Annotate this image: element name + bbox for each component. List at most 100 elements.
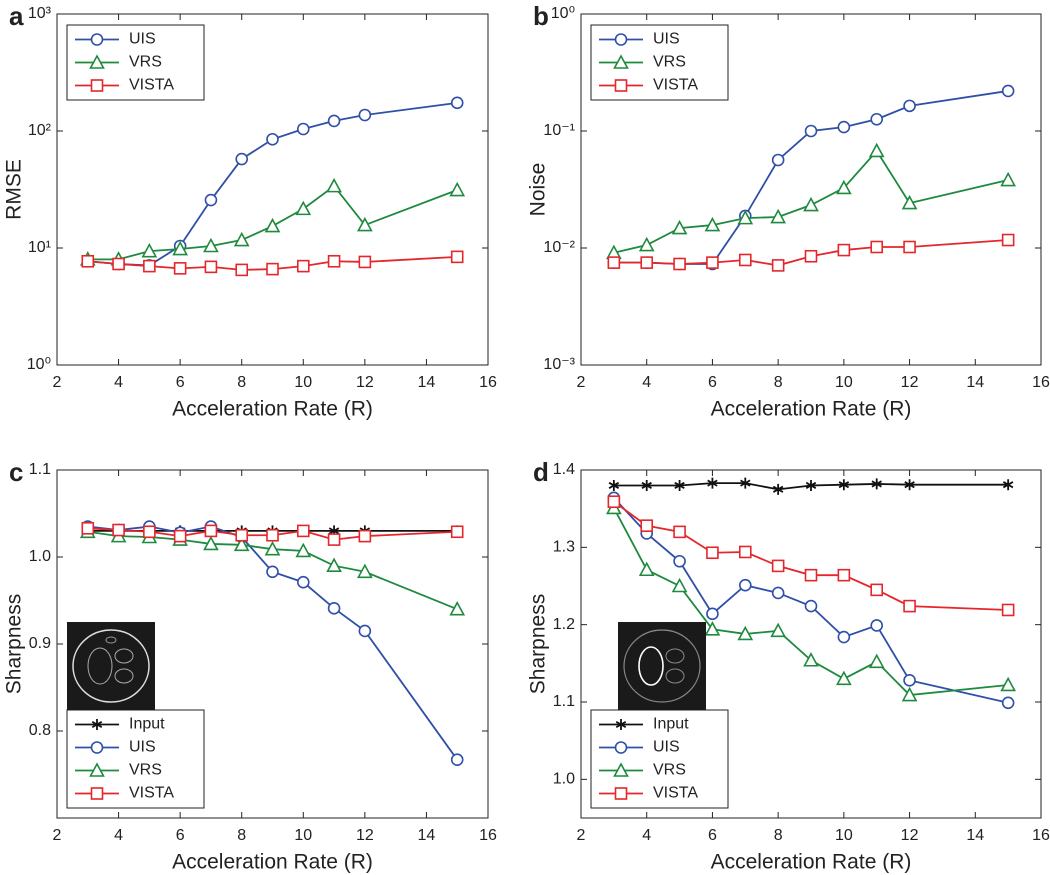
inset-shape	[638, 646, 664, 686]
x-tick-label: 16	[1032, 374, 1050, 391]
y-tick-label: 0.8	[29, 722, 51, 739]
marker	[358, 624, 372, 638]
legend: Input UIS VRS VISTA	[66, 709, 205, 809]
marker	[772, 483, 784, 495]
inset-background	[67, 622, 155, 710]
x-tick-label: 6	[708, 374, 717, 391]
x-tick-label: 16	[479, 827, 497, 844]
marker	[771, 586, 785, 600]
x-axis-label: Acceleration Rate (R)	[172, 398, 373, 421]
marker	[614, 741, 628, 754]
y-axis-label: Sharpness	[527, 594, 550, 694]
marker	[1000, 171, 1016, 187]
y-tick-label: 10⁻²	[543, 239, 575, 256]
y-axis-label: Sharpness	[3, 594, 26, 694]
legend: Input UIS VRS VISTA	[590, 709, 729, 809]
marker	[903, 99, 916, 113]
marker	[770, 208, 786, 224]
legend-label: VRS	[129, 762, 162, 779]
x-tick-label: 10	[294, 827, 312, 844]
marker	[707, 477, 718, 489]
marker	[640, 256, 654, 269]
x-tick-label: 8	[237, 374, 246, 391]
legend-label: VISTA	[653, 77, 698, 94]
marker	[837, 568, 851, 582]
marker	[266, 132, 279, 146]
marker	[638, 561, 655, 577]
marker	[613, 762, 629, 777]
panel-label: b	[533, 1, 549, 31]
marker	[143, 259, 156, 273]
legend-label: UIS	[653, 739, 680, 756]
marker	[904, 479, 915, 491]
marker	[235, 263, 249, 277]
marker	[638, 236, 655, 252]
panel: 2 4 6 8 10 12 14 16 10⁻³ 10⁻² 10⁻¹ 10⁰ Acceleration …	[527, 1, 1050, 421]
marker	[233, 231, 250, 247]
x-tick-label: 6	[708, 827, 717, 844]
y-tick-label: 1.3	[553, 539, 575, 556]
marker	[90, 741, 104, 754]
x-tick-label: 8	[237, 827, 246, 844]
plot-frame	[580, 13, 1042, 366]
marker	[837, 630, 851, 644]
marker	[172, 240, 188, 256]
x-tick-label: 4	[642, 374, 651, 391]
marker	[90, 79, 104, 92]
marker	[704, 621, 721, 636]
marker	[449, 601, 466, 616]
marker	[327, 254, 341, 268]
marker	[112, 257, 125, 271]
x-tick-label: 14	[418, 827, 436, 844]
legend: UIS VRS VISTA	[590, 24, 729, 101]
y-axis-label: Noise	[527, 163, 550, 217]
marker	[173, 262, 187, 275]
legend-label: Input	[653, 716, 689, 733]
marker	[204, 524, 218, 538]
x-tick-label: 2	[577, 374, 586, 391]
inset-image	[67, 622, 155, 710]
y-tick-label: 0.9	[29, 635, 51, 652]
marker	[673, 554, 686, 568]
marker	[613, 54, 629, 69]
y-axis-label: RMSE	[3, 159, 26, 220]
legend-box	[66, 709, 205, 809]
marker	[264, 540, 281, 556]
marker	[204, 260, 218, 274]
x-tick-label: 8	[774, 374, 783, 391]
inset-shape	[87, 647, 113, 685]
legend-label: VISTA	[129, 785, 174, 802]
marker	[870, 112, 884, 126]
legend-label: VRS	[653, 54, 686, 71]
marker	[770, 622, 786, 638]
legend-label: VISTA	[653, 785, 698, 802]
marker	[868, 142, 885, 158]
x-tick-label: 8	[774, 827, 783, 844]
x-tick-label: 12	[901, 827, 919, 844]
marker	[738, 545, 752, 559]
marker	[706, 546, 719, 560]
marker	[771, 259, 785, 272]
marker	[607, 256, 621, 269]
marker	[614, 787, 628, 800]
x-tick-label: 10	[835, 374, 853, 391]
marker	[295, 542, 312, 558]
x-tick-label: 14	[966, 374, 984, 391]
plot-frame	[580, 469, 1042, 819]
x-tick-label: 10	[294, 374, 312, 391]
panel: 2 4 6 8 10 12 14 16 1.0 1.1 1.2 1.3 1.4 Acceleration …	[527, 457, 1050, 874]
marker	[173, 529, 187, 543]
marker	[204, 193, 218, 207]
y-tick-label: 1.4	[553, 461, 575, 478]
marker	[81, 254, 95, 268]
x-tick-label: 12	[356, 374, 374, 391]
y-tick-label: 10¹	[28, 239, 51, 256]
panel-label: c	[9, 457, 23, 487]
marker	[870, 240, 884, 254]
marker	[295, 200, 312, 216]
inset-background	[618, 622, 706, 710]
x-tick-label: 2	[53, 374, 62, 391]
marker	[450, 753, 464, 767]
x-tick-label: 16	[479, 374, 497, 391]
legend-label: Input	[129, 716, 165, 733]
